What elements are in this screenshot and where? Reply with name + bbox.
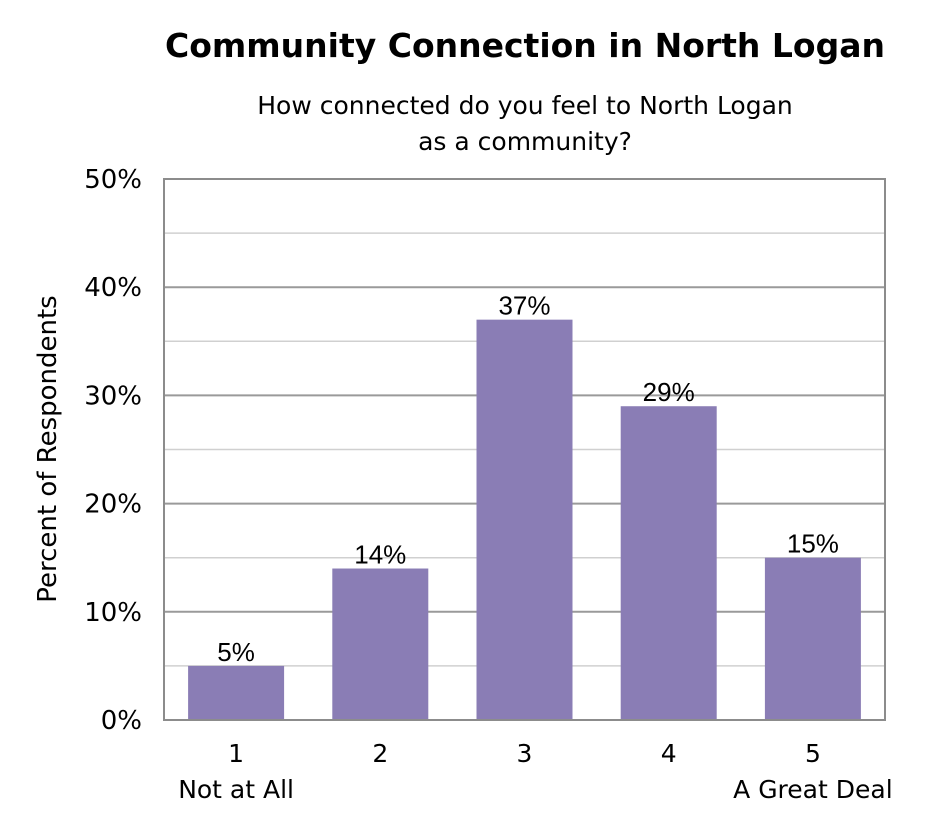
x-tick-sublabel: A Great Deal [733, 775, 893, 804]
y-tick-label: 30% [84, 381, 142, 411]
y-tick-label: 40% [84, 273, 142, 303]
plot-frame [163, 178, 886, 721]
chart-subtitle-line-2: as a community? [418, 127, 632, 156]
x-tick-label: 1 [228, 739, 244, 768]
bars [188, 319, 861, 720]
bar [188, 665, 285, 720]
x-tick-label: 5 [805, 739, 821, 768]
y-axis-label: Percent of Respondents [33, 295, 63, 602]
y-tick-label: 20% [84, 490, 142, 520]
x-tick-label: 2 [372, 739, 388, 768]
chart-title: Community Connection in North Logan [165, 26, 885, 65]
bar [620, 406, 717, 720]
y-tick-label: 0% [101, 706, 142, 736]
y-axis-ticks: 0% 10% 20% 30% 40% 50% [84, 165, 142, 736]
chart-subtitle-line-1: How connected do you feel to North Logan [257, 91, 793, 120]
data-label: 15% [787, 529, 839, 559]
chart-subtitle: How connected do you feel to North Logan… [0, 88, 945, 160]
data-label: 37% [498, 291, 550, 321]
data-labels: 5% 14% 37% 29% 15% [217, 291, 839, 667]
y-tick-label: 10% [84, 598, 142, 628]
x-axis-ticks: 1 Not at All 2 3 4 5 A Great Deal [178, 739, 892, 804]
bar [476, 319, 573, 720]
x-tick-label: 3 [517, 739, 533, 768]
data-label: 14% [354, 540, 406, 570]
bar [764, 557, 861, 720]
y-tick-label: 50% [84, 165, 142, 195]
x-tick-label: 4 [661, 739, 677, 768]
data-label: 29% [643, 377, 695, 407]
bar [332, 568, 429, 720]
data-label: 5% [217, 637, 255, 667]
x-tick-sublabel: Not at All [178, 775, 294, 804]
